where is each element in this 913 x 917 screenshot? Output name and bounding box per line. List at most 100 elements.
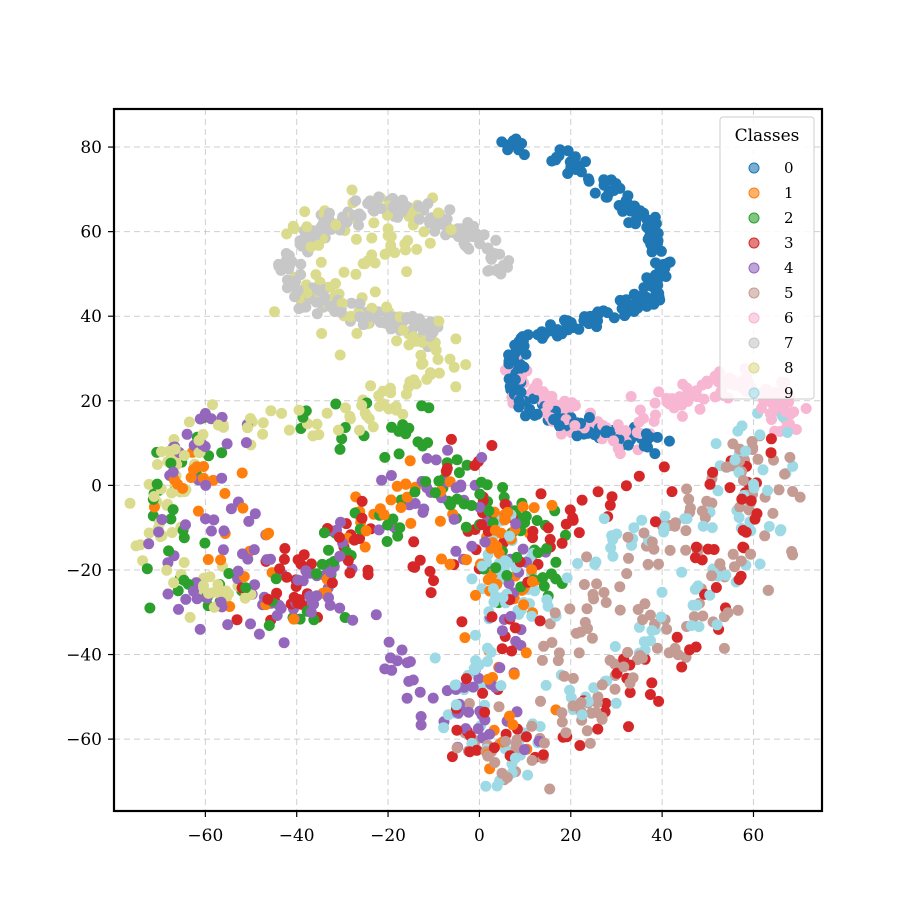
data-point-class-0 xyxy=(545,319,556,331)
data-point-class-8 xyxy=(369,257,381,269)
data-point-class-3 xyxy=(574,740,586,751)
data-point-class-3 xyxy=(424,565,436,577)
data-point-class-5 xyxy=(684,502,696,514)
data-point-class-7 xyxy=(299,231,311,243)
data-point-class-0 xyxy=(599,427,611,438)
data-point-class-6 xyxy=(800,403,812,414)
data-point-class-5 xyxy=(688,611,700,623)
data-point-class-4 xyxy=(300,565,312,577)
data-point-class-4 xyxy=(401,692,413,704)
data-point-class-5 xyxy=(632,604,644,615)
data-point-class-8 xyxy=(203,587,214,599)
data-point-class-4 xyxy=(450,482,462,494)
data-point-class-3 xyxy=(666,486,678,498)
data-point-class-4 xyxy=(253,628,265,640)
data-point-class-8 xyxy=(357,258,369,270)
data-point-class-2 xyxy=(490,562,502,574)
data-point-class-3 xyxy=(464,746,476,758)
data-point-class-7 xyxy=(363,311,374,323)
data-point-class-6 xyxy=(685,386,697,398)
data-point-class-8 xyxy=(401,266,413,278)
data-point-class-5 xyxy=(581,551,593,563)
data-point-class-4 xyxy=(415,719,427,731)
data-point-class-8 xyxy=(239,592,251,604)
data-point-class-9 xyxy=(757,464,769,476)
data-point-class-1 xyxy=(436,553,447,565)
data-point-class-5 xyxy=(558,670,570,682)
legend-label: 3 xyxy=(784,234,794,252)
data-point-class-4 xyxy=(243,515,255,527)
data-point-class-8 xyxy=(168,577,180,589)
data-point-class-4 xyxy=(153,526,165,538)
data-point-class-7 xyxy=(312,225,324,237)
data-point-class-3 xyxy=(576,494,588,506)
data-point-class-5 xyxy=(535,695,546,707)
data-point-class-4 xyxy=(385,652,396,664)
data-point-class-0 xyxy=(614,182,626,194)
data-point-class-0 xyxy=(662,257,674,269)
data-point-class-9 xyxy=(449,679,461,691)
data-point-class-3 xyxy=(479,706,491,718)
data-point-class-5 xyxy=(701,495,713,507)
data-point-class-9 xyxy=(482,656,493,667)
data-point-class-4 xyxy=(156,514,168,525)
data-point-class-2 xyxy=(151,478,163,490)
data-point-class-7 xyxy=(413,201,425,212)
data-point-class-1 xyxy=(378,509,390,521)
data-point-class-3 xyxy=(624,687,636,698)
data-point-class-8 xyxy=(368,217,380,229)
data-point-class-9 xyxy=(607,550,619,562)
data-point-class-4 xyxy=(379,663,391,675)
data-point-class-3 xyxy=(653,695,665,707)
data-point-class-0 xyxy=(600,191,612,203)
data-point-class-9 xyxy=(504,530,515,542)
data-point-class-9 xyxy=(628,522,640,534)
data-point-class-8 xyxy=(421,373,433,385)
x-tick-label: 40 xyxy=(651,826,673,846)
data-point-class-1 xyxy=(395,502,407,513)
data-point-class-7 xyxy=(373,191,385,203)
legend-marker xyxy=(748,287,760,299)
data-point-class-7 xyxy=(319,291,331,303)
data-point-class-9 xyxy=(685,620,697,632)
data-point-class-0 xyxy=(602,307,613,319)
data-point-class-5 xyxy=(759,530,771,542)
data-point-class-0 xyxy=(652,279,664,291)
data-point-class-7 xyxy=(482,265,494,277)
data-point-class-0 xyxy=(528,393,540,405)
data-point-class-2 xyxy=(141,563,153,575)
data-point-class-2 xyxy=(532,547,544,559)
data-point-class-4 xyxy=(376,474,388,486)
data-point-class-2 xyxy=(460,521,472,533)
data-point-class-2 xyxy=(144,602,156,614)
data-point-class-4 xyxy=(237,548,248,560)
data-point-class-5 xyxy=(720,461,732,473)
data-point-class-3 xyxy=(279,543,291,554)
data-point-class-8 xyxy=(244,413,256,424)
data-point-class-8 xyxy=(390,404,402,416)
data-point-class-8 xyxy=(367,421,379,433)
data-point-class-9 xyxy=(733,512,745,523)
data-point-class-9 xyxy=(488,596,500,608)
data-point-class-5 xyxy=(549,607,561,619)
data-point-class-2 xyxy=(511,551,523,563)
axes-frame xyxy=(112,107,824,813)
data-point-class-9 xyxy=(733,467,745,478)
data-point-class-4 xyxy=(450,545,462,557)
data-point-class-4 xyxy=(409,498,421,509)
data-point-class-5 xyxy=(627,672,639,684)
data-point-class-4 xyxy=(167,466,179,478)
data-point-class-8 xyxy=(432,354,444,365)
data-point-class-6 xyxy=(649,397,661,409)
data-point-class-6 xyxy=(650,409,661,421)
data-point-class-8 xyxy=(400,244,411,256)
data-point-class-3 xyxy=(496,643,508,655)
data-point-class-3 xyxy=(542,522,554,534)
data-point-class-3 xyxy=(690,541,702,553)
data-point-class-9 xyxy=(495,680,507,692)
data-point-class-1 xyxy=(520,647,532,659)
data-point-class-7 xyxy=(311,308,323,320)
data-point-class-9 xyxy=(754,429,766,441)
data-point-class-3 xyxy=(281,571,293,583)
data-point-class-5 xyxy=(642,558,654,570)
